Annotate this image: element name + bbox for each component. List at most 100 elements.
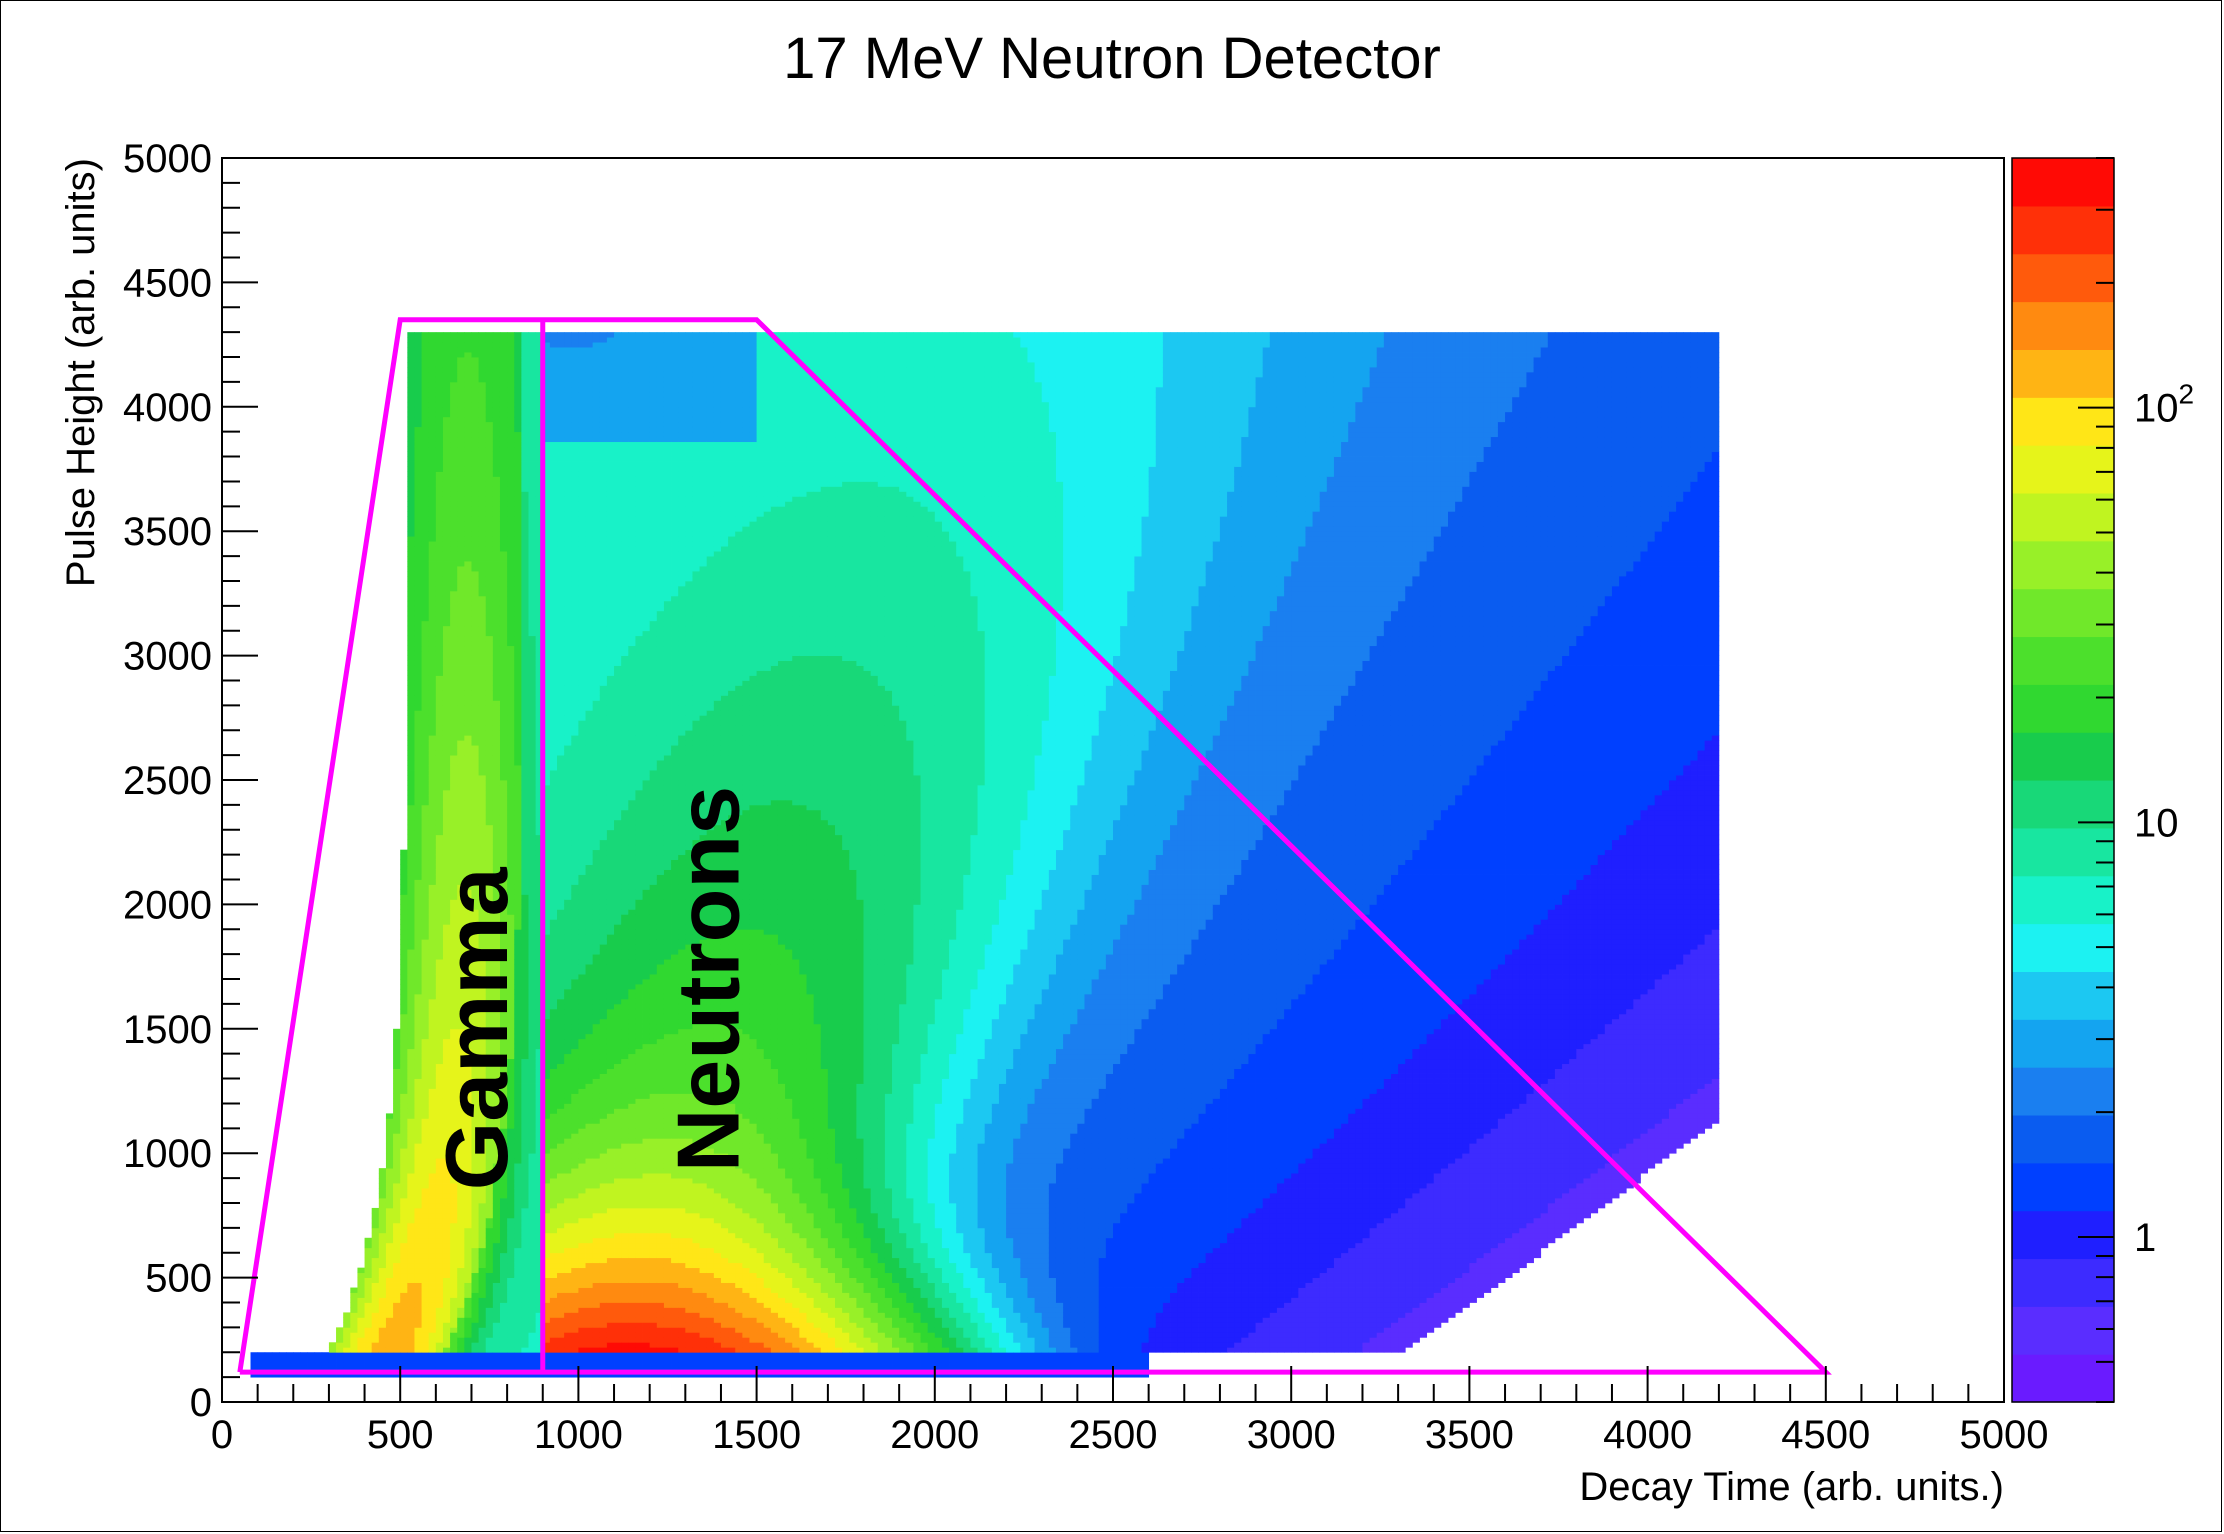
heatmap-cell: [464, 939, 472, 945]
heatmap-cell: [535, 844, 544, 851]
heatmap-cell: [400, 1352, 408, 1358]
heatmap-cell: [450, 1098, 458, 1104]
heatmap-cell: [514, 1317, 522, 1323]
heatmap-cell: [485, 998, 494, 1005]
heatmap-cell: [507, 1237, 515, 1244]
heatmap-cell: [464, 869, 472, 875]
heatmap-cell: [521, 531, 529, 537]
heatmap-cell: [514, 1023, 522, 1030]
heatmap-cell: [492, 1068, 501, 1074]
heatmap-cell: [457, 635, 465, 642]
heatmap-cell: [407, 635, 415, 642]
heatmap-cell: [485, 655, 494, 661]
heatmap-cell: [528, 1143, 537, 1149]
heatmap-cell: [421, 1073, 430, 1079]
heatmap-cell: [478, 1098, 487, 1104]
heatmap-cell: [400, 1133, 408, 1139]
heatmap-cell: [514, 1183, 522, 1189]
heatmap-cell: [549, 1033, 558, 1040]
heatmap-cell: [442, 1337, 451, 1343]
heatmap-cell: [471, 1193, 480, 1199]
heatmap-cell: [407, 844, 415, 851]
heatmap-cell: [535, 1312, 544, 1318]
heatmap-cell: [471, 770, 480, 776]
heatmap-cell: [357, 1312, 365, 1318]
heatmap-cell: [492, 670, 501, 676]
heatmap-cell: [442, 1108, 451, 1114]
heatmap-cell: [499, 904, 508, 910]
heatmap-cell: [328, 1362, 337, 1368]
heatmap-cell: [521, 1277, 529, 1283]
heatmap-cell: [457, 1028, 465, 1035]
heatmap-cell: [499, 1128, 508, 1134]
heatmap-cell: [279, 1352, 287, 1358]
heatmap-cell: [421, 839, 430, 846]
heatmap-cell: [428, 998, 437, 1005]
heatmap-cell: [442, 675, 451, 681]
heatmap-cell: [393, 1332, 401, 1338]
heatmap-cell: [507, 814, 515, 821]
heatmap-cell: [499, 1247, 508, 1254]
heatmap-cell: [499, 605, 508, 612]
heatmap-cell: [549, 1108, 558, 1114]
heatmap-cell: [435, 839, 444, 846]
heatmap-cell: [528, 1048, 537, 1055]
heatmap-cell: [528, 670, 537, 676]
heatmap-cell: [499, 949, 508, 955]
heatmap-cell: [407, 904, 415, 910]
heatmap-cell: [535, 874, 544, 880]
heatmap-cell: [485, 366, 494, 373]
heatmap-cell: [514, 735, 522, 741]
heatmap-cell: [528, 396, 537, 403]
heatmap-cell: [471, 794, 480, 801]
heatmap-cell: [393, 1252, 401, 1259]
heatmap-cell: [457, 1128, 465, 1134]
heatmap-cell: [478, 959, 487, 965]
heatmap-cell: [521, 750, 529, 756]
heatmap-cell: [478, 884, 487, 890]
heatmap-cell: [464, 605, 472, 612]
heatmap-cell: [464, 1227, 472, 1234]
heatmap-cell: [471, 466, 480, 472]
heatmap-cell: [457, 1212, 465, 1219]
heatmap-cell: [521, 730, 529, 736]
heatmap-cell: [478, 675, 487, 681]
heatmap-cell: [485, 1158, 494, 1164]
heatmap-cell: [528, 561, 537, 567]
heatmap-cell: [528, 511, 537, 517]
heatmap-cell: [435, 1282, 444, 1288]
heatmap-cell: [414, 849, 422, 856]
heatmap-cell: [549, 1093, 558, 1099]
heatmap-cell: [521, 332, 529, 338]
heatmap-cell: [421, 1143, 430, 1149]
heatmap-cell: [535, 1342, 544, 1348]
heatmap-cell: [450, 595, 458, 602]
heatmap-cell: [507, 964, 515, 970]
heatmap-cell: [549, 476, 558, 482]
heatmap-cell: [485, 944, 494, 950]
heatmap-cell: [450, 889, 458, 895]
heatmap-cell: [521, 521, 529, 527]
heatmap-cell: [528, 655, 537, 661]
heatmap-cell: [557, 760, 565, 766]
heatmap-cell: [514, 615, 522, 622]
heatmap-cell: [442, 964, 451, 970]
heatmap-cell: [478, 526, 487, 532]
heatmap-cell: [507, 1008, 515, 1015]
heatmap-cell: [521, 909, 529, 915]
heatmap-cell: [471, 386, 480, 393]
heatmap-cell: [421, 441, 430, 448]
heatmap-cell: [507, 342, 515, 348]
heatmap-cell: [428, 685, 437, 691]
heatmap-cell: [549, 1153, 558, 1159]
heatmap-cell: [414, 1048, 422, 1055]
heatmap-cell: [499, 566, 508, 572]
heatmap-cell: [471, 431, 480, 438]
heatmap-cell: [528, 501, 537, 507]
heatmap-cell: [435, 426, 444, 433]
heatmap-cell: [435, 1163, 444, 1169]
heatmap-cell: [499, 416, 508, 423]
heatmap-cell: [450, 819, 458, 826]
heatmap-cell: [535, 959, 544, 965]
heatmap-cell: [499, 735, 508, 741]
